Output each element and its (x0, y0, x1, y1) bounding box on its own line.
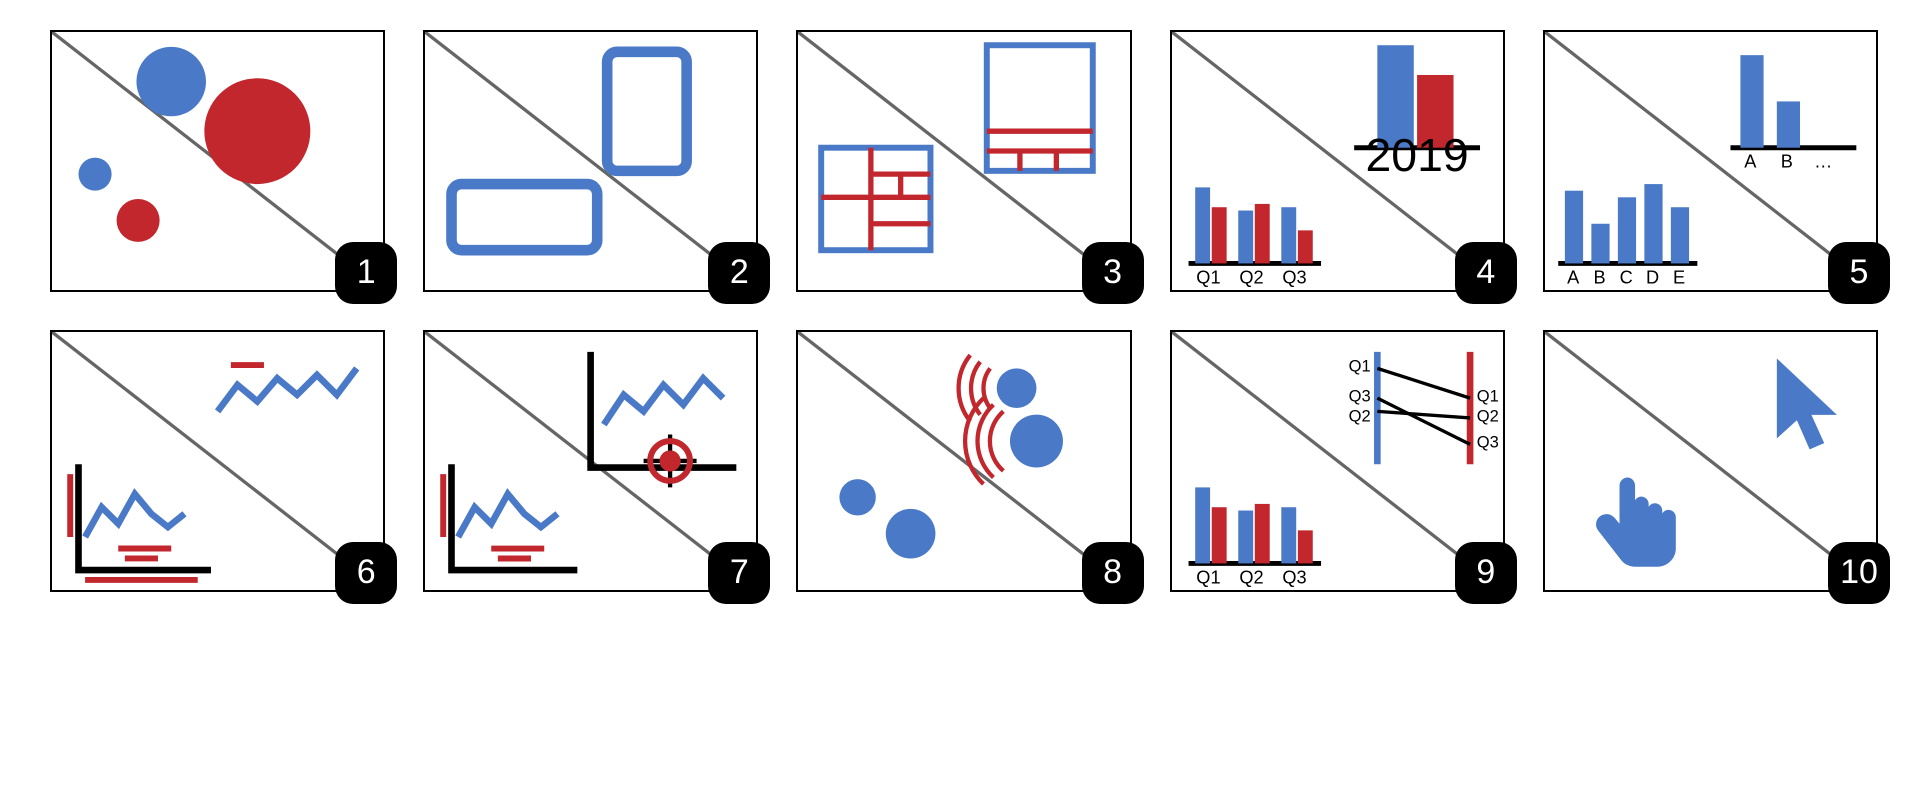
label-ellipsis: … (1814, 152, 1832, 172)
badge-number: 6 (357, 553, 376, 592)
badge-number: 8 (1103, 553, 1122, 592)
slope-r-q2: Q2 (1476, 406, 1498, 425)
bar-C (1618, 197, 1636, 263)
badge-number: 10 (1840, 553, 1878, 592)
pointer-hand-icon (1596, 477, 1676, 566)
circle-upper-1 (997, 368, 1037, 408)
circle-lower-1 (840, 479, 876, 515)
bar-A (1565, 191, 1583, 264)
slope-l-q1: Q1 (1348, 357, 1370, 376)
bar-B-upper (1777, 101, 1800, 147)
bar-B (1591, 224, 1609, 264)
label-A: A (1567, 267, 1580, 287)
cell-8: 8 (796, 330, 1131, 592)
cell-badge: 8 (1082, 542, 1144, 604)
cell-badge: 6 (335, 542, 397, 604)
label-q3: Q3 (1282, 567, 1306, 587)
group-q1 (1195, 187, 1226, 263)
sparkline-upper (604, 378, 723, 424)
label-q2: Q2 (1239, 267, 1263, 287)
cell-5: A B … A B C D E 5 (1543, 30, 1878, 292)
bar-D (1644, 184, 1662, 263)
cell-badge: 10 (1828, 542, 1890, 604)
label-C: C (1619, 267, 1632, 287)
cell-badge: 9 (1455, 542, 1517, 604)
badge-number: 4 (1476, 253, 1495, 292)
cell-10: 10 (1543, 330, 1878, 592)
circle-red-large (204, 78, 310, 184)
cell-6: 6 (50, 330, 385, 592)
badge-number: 9 (1476, 553, 1495, 592)
group-q2 (1238, 204, 1269, 264)
badge-number: 2 (730, 253, 749, 292)
cell-7: 7 (423, 330, 758, 592)
cell-badge: 3 (1082, 242, 1144, 304)
thumbnail-grid: 1 2 3 (50, 30, 1878, 592)
sparkline-lower (85, 494, 184, 537)
circle-blue-large (136, 47, 206, 116)
label-q1: Q1 (1196, 567, 1220, 587)
group-q3 (1281, 207, 1312, 263)
sparkline-upper (218, 368, 357, 411)
phone-portrait (607, 52, 686, 171)
circle-lower-2 (886, 509, 936, 559)
label-E: E (1673, 267, 1685, 287)
label-B-u: B (1780, 152, 1792, 172)
badge-number: 5 (1850, 253, 1869, 292)
slope-r-q3: Q3 (1476, 433, 1498, 452)
badge-number: 7 (730, 553, 749, 592)
cell-9: Q1 Q3 Q2 Q1 Q2 Q3 Q1 Q2 Q3 9 (1170, 330, 1505, 592)
label-D: D (1646, 267, 1659, 287)
cell-badge: 7 (708, 542, 770, 604)
badge-number: 1 (357, 253, 376, 292)
cell-2: 2 (423, 30, 758, 292)
cell-3: 3 (796, 30, 1131, 292)
sparkline-lower (458, 494, 557, 537)
circle-red-small (117, 199, 160, 242)
cell-badge: 5 (1828, 242, 1890, 304)
cell-badge: 4 (1455, 242, 1517, 304)
bar-E (1671, 207, 1689, 263)
label-A-u: A (1744, 152, 1757, 172)
circle-upper-2 (1010, 415, 1063, 468)
cell-badge: 2 (708, 242, 770, 304)
bar-A-upper (1740, 55, 1763, 148)
cell-1: 1 (50, 30, 385, 292)
label-q1: Q1 (1196, 267, 1220, 287)
label-B: B (1593, 267, 1605, 287)
cell-badge: 1 (335, 242, 397, 304)
circle-blue-small (78, 158, 111, 191)
label-2019: 2019 (1365, 129, 1468, 181)
label-q3: Q3 (1282, 267, 1306, 287)
highlight-point (644, 434, 697, 487)
label-q2: Q2 (1239, 567, 1263, 587)
motion-arcs-2 (965, 398, 1003, 484)
cursor-arrow-icon (1777, 358, 1837, 449)
phone-landscape (452, 184, 598, 250)
slope-r-q1: Q1 (1476, 386, 1498, 405)
slope-l-q2: Q2 (1348, 406, 1370, 425)
badge-number: 3 (1103, 253, 1122, 292)
cell-4: 2019 Q1 Q2 Q3 4 (1170, 30, 1505, 292)
slope-l-q3: Q3 (1348, 386, 1370, 405)
